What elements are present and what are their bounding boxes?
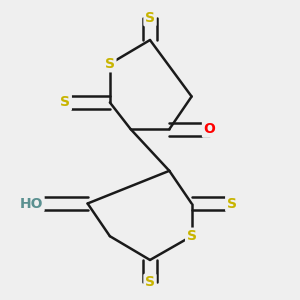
Text: S: S <box>105 57 115 71</box>
Text: S: S <box>145 275 155 289</box>
Text: S: S <box>145 11 155 25</box>
Text: O: O <box>203 122 215 136</box>
Text: S: S <box>187 229 196 243</box>
Text: S: S <box>60 95 70 110</box>
Text: S: S <box>227 196 237 211</box>
Text: HO: HO <box>20 196 43 211</box>
